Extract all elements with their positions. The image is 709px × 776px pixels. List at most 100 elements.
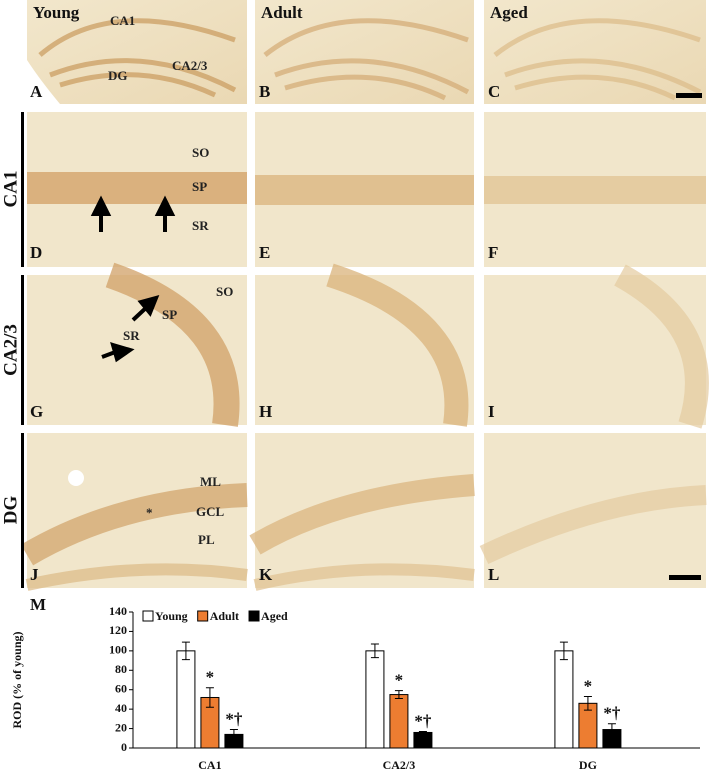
tissue-layer (253, 563, 475, 591)
legend-swatch (248, 610, 260, 622)
tissue-layer (20, 483, 248, 566)
panel-letter: F (488, 243, 498, 262)
y-tick-label: 60 (115, 681, 127, 695)
column-title: Young (33, 3, 80, 22)
row-title: CA1 (0, 171, 21, 208)
arrow (101, 342, 135, 363)
legend-label: Aged (261, 609, 288, 623)
panel-letter: L (488, 565, 499, 584)
tissue-layer (614, 264, 709, 429)
image-panels (20, 0, 709, 591)
region-label: CA2/3 (172, 58, 208, 73)
row-bar (21, 275, 24, 425)
y-axis-title: ROD (% of young) (10, 631, 24, 728)
error-bar (370, 643, 379, 659)
tissue-layer (38, 18, 237, 98)
row-title: CA2/3 (0, 324, 21, 376)
error-bar (229, 729, 238, 740)
panel-letter: E (259, 243, 270, 262)
tissue-layer (105, 262, 240, 427)
legend-label: Young (155, 609, 188, 623)
tissue-layer (25, 563, 248, 591)
significance-marker: *† (414, 711, 432, 730)
y-tick-label: 140 (109, 604, 127, 618)
background (27, 60, 60, 104)
tissue-layer (263, 18, 470, 101)
scale-bar (669, 575, 701, 580)
panel-letter: D (30, 243, 42, 262)
error-bar (583, 696, 592, 711)
significance-marker: * (206, 668, 215, 687)
row-bar (21, 112, 24, 267)
y-tick-label: 20 (115, 720, 127, 734)
significance-marker: * (395, 671, 404, 690)
y-tick-label: 40 (115, 701, 127, 715)
error-bar (607, 723, 616, 736)
bar (365, 650, 385, 749)
region-label: SP (192, 179, 207, 194)
x-tick-label: CA1 (198, 758, 221, 772)
column-title: Adult (261, 3, 303, 22)
panel-image (27, 0, 247, 104)
panel-letter: C (488, 82, 500, 101)
vessel (68, 470, 84, 486)
significance-marker: *† (225, 709, 243, 728)
panel-letter: M (30, 595, 46, 614)
x-tick-label: DG (579, 758, 597, 772)
panel-letter: H (259, 402, 272, 421)
tissue-layer (249, 474, 475, 555)
bar (554, 650, 574, 749)
region-label: SR (123, 328, 140, 343)
y-tick-label: 120 (109, 623, 127, 637)
panel-letter: J (30, 565, 39, 584)
arrow (90, 195, 112, 232)
labels: Young Adult Aged CA1 CA2/3 DG A B C D E … (0, 3, 528, 729)
region-label: ML (200, 474, 221, 489)
legend-label: Adult (210, 609, 239, 623)
arrow (154, 195, 176, 232)
region-label: SP (162, 307, 177, 322)
bar-chart: 0 20 40 60 80 100 120 140 Young Adult Aged CA1 * *† CA… (109, 604, 700, 772)
bar (413, 731, 433, 749)
error-bar (394, 690, 403, 699)
significance-marker: * (584, 676, 593, 695)
region-label: SR (192, 218, 209, 233)
region-label: SO (216, 284, 233, 299)
legend-swatch (197, 610, 209, 622)
region-label: SO (192, 145, 209, 160)
column-title: Aged (490, 3, 528, 22)
row-bar (21, 433, 24, 588)
y-tick-label: 0 (121, 740, 127, 754)
error-bar (181, 641, 190, 661)
scale-bar (676, 93, 702, 98)
row-title: DG (0, 496, 21, 525)
panel-letter: G (30, 402, 43, 421)
region-label: PL (198, 532, 215, 547)
y-tick-label: 80 (115, 662, 127, 676)
tissue-layer (27, 172, 247, 204)
region-label: * (146, 505, 153, 520)
tissue-layer (479, 485, 707, 565)
panel-letter: B (259, 82, 270, 101)
error-bar (418, 730, 427, 734)
tissue-layer (326, 263, 469, 427)
tissue-layer (484, 176, 706, 204)
bar (176, 650, 196, 749)
bar (389, 694, 409, 749)
region-label: GCL (196, 504, 225, 519)
y-tick-label: 100 (109, 643, 127, 657)
panel-letter: K (259, 565, 273, 584)
tissue-layer (255, 175, 474, 205)
error-bar (559, 641, 568, 661)
error-bar (205, 687, 214, 708)
region-label: CA1 (110, 13, 135, 28)
region-label: DG (108, 68, 128, 83)
panel-letter: A (30, 82, 43, 101)
arrow (131, 295, 160, 322)
panel-letter: I (488, 402, 495, 421)
legend-swatch (142, 610, 154, 622)
x-tick-label: CA2/3 (383, 758, 416, 772)
panel-image (484, 275, 706, 425)
significance-marker: *† (603, 704, 621, 723)
